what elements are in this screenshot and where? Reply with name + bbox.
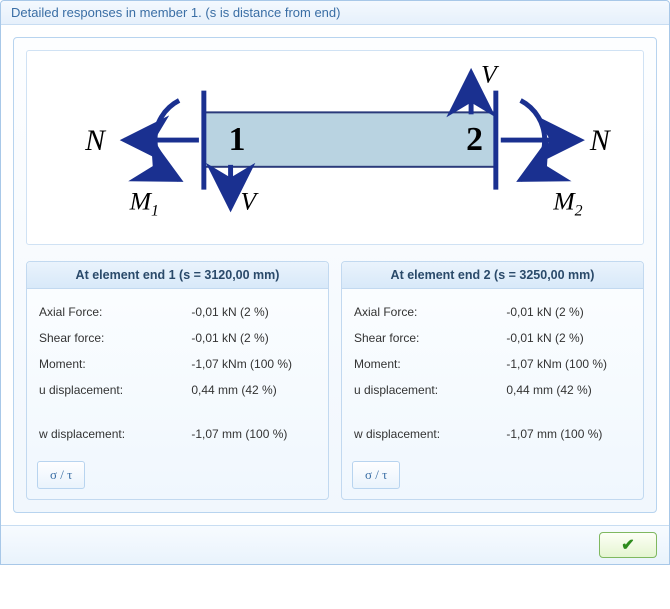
V-bot: V	[240, 186, 259, 215]
row: w displacement:-1,07 mm (100 %)	[354, 421, 631, 447]
row: w displacement:-1,07 mm (100 %)	[39, 421, 316, 447]
axial-val: -0,01 kN (2 %)	[506, 305, 631, 319]
panel-end1-body: Axial Force:-0,01 kN (2 %) Shear force:-…	[27, 289, 328, 447]
content-wrap: 1 2 N N V V M1	[1, 25, 669, 525]
u-label: u displacement:	[354, 383, 506, 397]
w-val: -1,07 mm (100 %)	[506, 427, 631, 441]
title-text: Detailed responses in member 1. (s is di…	[11, 5, 340, 20]
panel-end2-footer: σ / τ	[342, 447, 643, 499]
panel-end1-header: At element end 1 (s = 3120,00 mm)	[27, 262, 328, 289]
panel-end1-footer: σ / τ	[27, 447, 328, 499]
panel-end2-body: Axial Force:-0,01 kN (2 %) Shear force:-…	[342, 289, 643, 447]
diagram-svg: 1 2 N N V V M1	[27, 51, 643, 244]
N-right: N	[589, 125, 612, 157]
content: 1 2 N N V V M1	[13, 37, 657, 513]
row: Moment:-1,07 kNm (100 %)	[39, 351, 316, 377]
row: u displacement:0,44 mm (42 %)	[39, 377, 316, 403]
row: u displacement:0,44 mm (42 %)	[354, 377, 631, 403]
u-val: 0,44 mm (42 %)	[506, 383, 631, 397]
bottom-bar: ✔	[1, 525, 669, 564]
beam-rect	[204, 112, 496, 166]
N-left: N	[84, 125, 107, 157]
panels: At element end 1 (s = 3120,00 mm) Axial …	[26, 261, 644, 500]
shear-val: -0,01 kN (2 %)	[191, 331, 316, 345]
titlebar: Detailed responses in member 1. (s is di…	[1, 1, 669, 25]
u-label: u displacement:	[39, 383, 191, 397]
axial-label: Axial Force:	[39, 305, 191, 319]
row: Shear force:-0,01 kN (2 %)	[39, 325, 316, 351]
w-label: w displacement:	[354, 427, 506, 441]
shear-label: Shear force:	[39, 331, 191, 345]
moment-label: Moment:	[354, 357, 506, 371]
panel-end2: At element end 2 (s = 3250,00 mm) Axial …	[341, 261, 644, 500]
beam-diagram: 1 2 N N V V M1	[26, 50, 644, 245]
node1-label: 1	[229, 121, 246, 158]
node2-label: 2	[466, 121, 483, 158]
sigma-tau-button[interactable]: σ / τ	[352, 461, 400, 489]
ok-button[interactable]: ✔	[599, 532, 657, 558]
dialog-window: Detailed responses in member 1. (s is di…	[0, 0, 670, 565]
M1-label: M1	[129, 186, 159, 219]
panel-end2-header: At element end 2 (s = 3250,00 mm)	[342, 262, 643, 289]
panel-end1: At element end 1 (s = 3120,00 mm) Axial …	[26, 261, 329, 500]
shear-val: -0,01 kN (2 %)	[506, 331, 631, 345]
w-val: -1,07 mm (100 %)	[191, 427, 316, 441]
row: Axial Force:-0,01 kN (2 %)	[354, 299, 631, 325]
u-val: 0,44 mm (42 %)	[191, 383, 316, 397]
moment-val: -1,07 kNm (100 %)	[191, 357, 316, 371]
row: Axial Force:-0,01 kN (2 %)	[39, 299, 316, 325]
axial-label: Axial Force:	[354, 305, 506, 319]
axial-val: -0,01 kN (2 %)	[191, 305, 316, 319]
M2-label: M2	[552, 186, 582, 219]
moment-val: -1,07 kNm (100 %)	[506, 357, 631, 371]
w-label: w displacement:	[39, 427, 191, 441]
V-top: V	[481, 60, 500, 89]
moment-label: Moment:	[39, 357, 191, 371]
sigma-tau-button[interactable]: σ / τ	[37, 461, 85, 489]
row: Moment:-1,07 kNm (100 %)	[354, 351, 631, 377]
row: Shear force:-0,01 kN (2 %)	[354, 325, 631, 351]
shear-label: Shear force:	[354, 331, 506, 345]
checkmark-icon: ✔	[621, 535, 634, 555]
